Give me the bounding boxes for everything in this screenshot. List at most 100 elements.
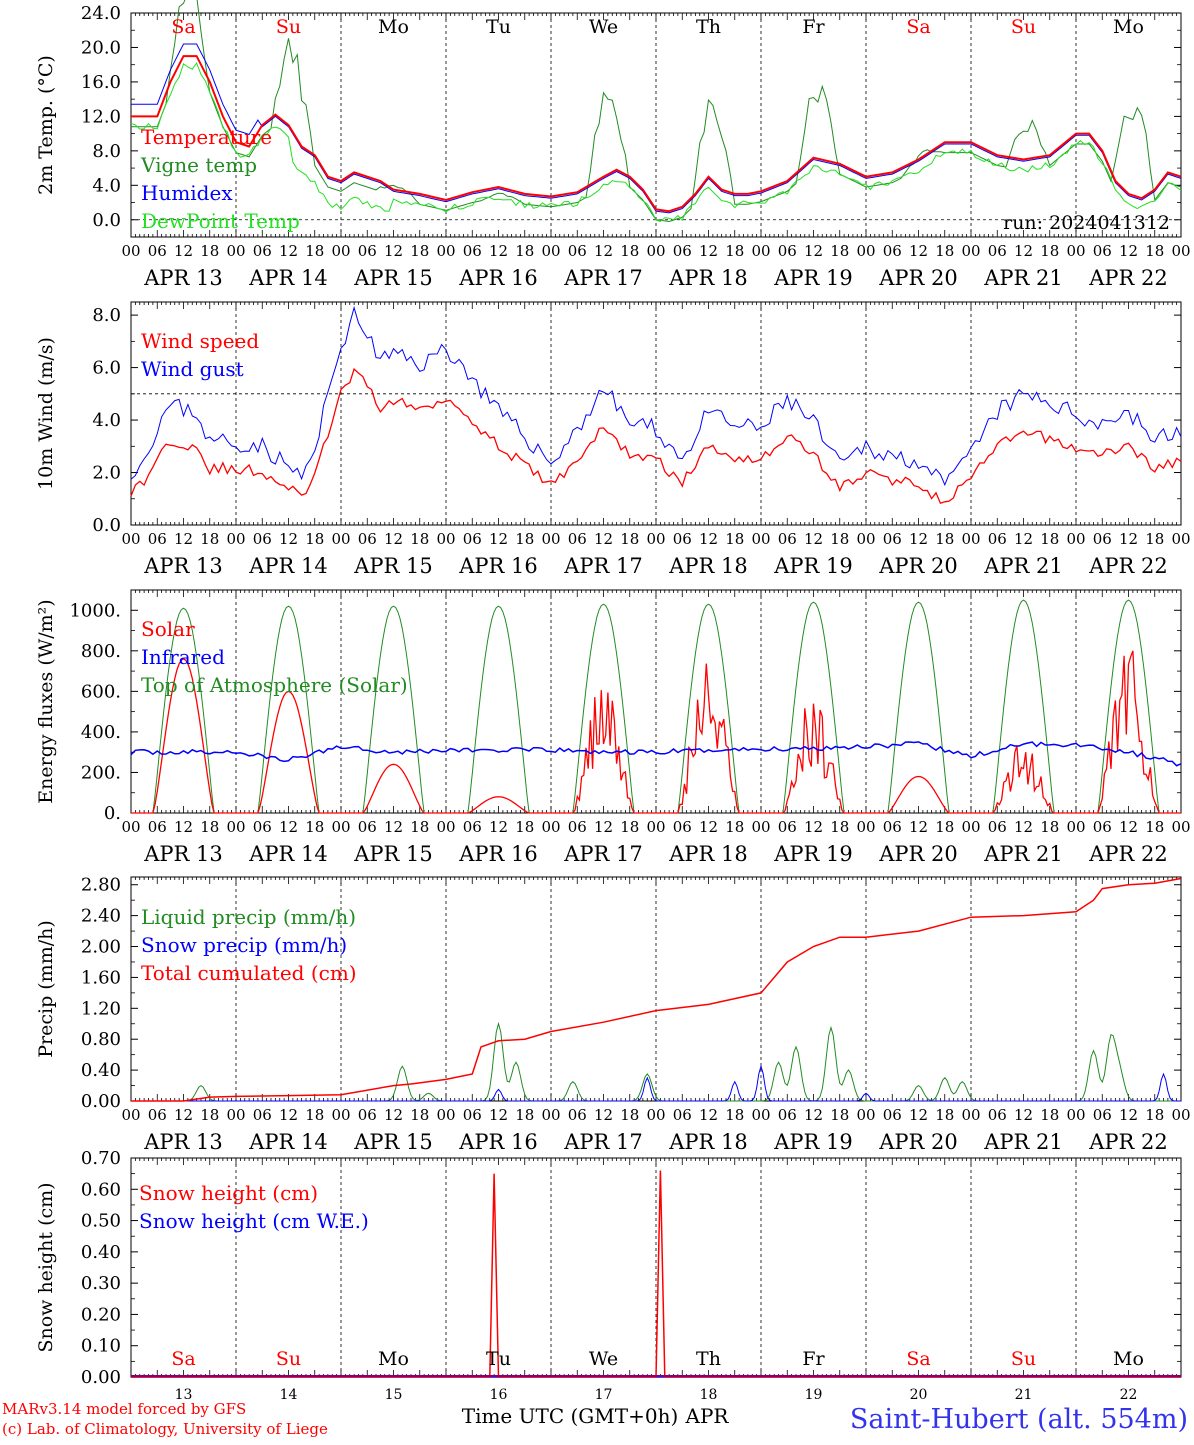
date-label: APR 18 [668,554,748,578]
y-tick-label: 200. [81,762,121,783]
hour-label: 18 [410,242,429,260]
credit-line: MARv3.14 model forced by GFS [2,1400,246,1418]
y-tick-label: 0.00 [81,1367,121,1388]
legend-label: Vigne temp [140,153,257,177]
weekday-label: Tu [486,16,511,38]
legend-label: Snow height (cm) [139,1181,318,1205]
hour-label: 00 [1171,1106,1190,1124]
hour-label: 18 [515,242,534,260]
hour-label: 00 [331,242,350,260]
hour-label: 06 [1093,242,1112,260]
snow-precip-line [131,1064,1181,1102]
hour-label: 18 [725,242,744,260]
date-label: APR 22 [1088,554,1168,578]
hour-label: 00 [646,818,665,836]
weekday-label: Su [276,16,301,38]
hour-label: 12 [804,530,823,548]
date-label: APR 14 [248,554,328,578]
hour-label: 12 [1119,818,1138,836]
hour-label: 12 [279,242,298,260]
hour-label: 00 [226,1106,245,1124]
panel-2: 0.0 2.0 4.0 6.0 8.0 10m Wind (m/s) 00 06 12 18 00 0… [35,301,1191,578]
hour-label: 18 [1040,1106,1059,1124]
hour-label: 12 [699,818,718,836]
location-label: Saint-Hubert (alt. 554m) [850,1404,1188,1435]
hour-label: 06 [253,1106,272,1124]
total-cumulated-line [131,877,1182,1102]
hour-label: 00 [856,530,875,548]
weekday-label: Su [276,1348,301,1370]
hour-label: 06 [463,530,482,548]
y-axis-label: Energy fluxes (W/m²) [35,599,57,803]
date-label: APR 19 [773,1130,853,1154]
hour-label: 18 [830,530,849,548]
hour-label: 06 [568,530,587,548]
weekday-label: We [589,1348,618,1370]
humidex-line [131,43,1182,214]
hour-label: 12 [489,818,508,836]
date-label: APR 20 [878,1130,958,1154]
hour-label: 18 [200,242,219,260]
hour-label: 06 [148,818,167,836]
date-label: APR 18 [668,266,748,290]
hour-label: 06 [778,242,797,260]
y-tick-label: 2.0 [92,463,121,484]
hour-label: 00 [121,530,140,548]
hour-label: 00 [121,818,140,836]
date-label: APR 20 [878,554,958,578]
hour-label: 00 [226,530,245,548]
hour-label: 00 [961,242,980,260]
hour-label: 00 [1066,818,1085,836]
hour-label: 00 [751,530,770,548]
date-label: APR 17 [563,266,643,290]
hour-label: 12 [489,242,508,260]
hour-label: 06 [253,818,272,836]
hour-label: 12 [1014,242,1033,260]
hour-label: 18 [620,530,639,548]
hour-label: 06 [673,530,692,548]
date-label: APR 14 [248,842,328,866]
y-tick-label: 4.0 [92,175,121,196]
day-number-label: 17 [595,1387,613,1403]
weekday-label: Mo [1113,1348,1144,1370]
date-label: APR 21 [983,554,1063,578]
weekday-label: Su [1011,1348,1036,1370]
y-tick-label: 0.30 [81,1273,121,1294]
hour-label: 06 [253,530,272,548]
hour-label: 06 [463,1106,482,1124]
hour-label: 00 [856,1106,875,1124]
hour-label: 12 [384,242,403,260]
hour-label: 18 [725,1106,744,1124]
legend-label: Top of Atmosphere (Solar) [141,673,408,697]
y-tick-label: 1.60 [81,967,121,988]
panel-frame [130,301,1182,526]
hour-label: 12 [279,818,298,836]
hour-label: 00 [541,1106,560,1124]
hour-label: 06 [673,818,692,836]
y-tick-label: 600. [81,681,121,702]
legend-label: Total cumulated (cm) [141,961,357,985]
hour-label: 00 [646,242,665,260]
hour-label: 18 [200,818,219,836]
hour-label: 06 [1093,530,1112,548]
weekday-label: Su [1011,16,1036,38]
hour-label: 00 [646,1106,665,1124]
date-label: APR 17 [563,1130,643,1154]
weekday-label: Fr [802,1348,825,1370]
y-tick-label: 16.0 [81,72,121,93]
date-label: APR 15 [353,554,433,578]
hour-label: 12 [384,1106,403,1124]
weekday-label: Sa [171,1348,195,1370]
legend-label: Temperature [141,125,272,149]
date-label: APR 20 [878,842,958,866]
hour-label: 06 [358,530,377,548]
weekday-label: Sa [171,16,195,38]
hour-label: 12 [174,242,193,260]
hour-label: 00 [541,818,560,836]
wind-gust-line [130,305,1182,487]
hour-label: 06 [883,1106,902,1124]
hour-label: 12 [1119,530,1138,548]
hour-label: 12 [384,818,403,836]
y-tick-label: 0.0 [92,210,121,231]
